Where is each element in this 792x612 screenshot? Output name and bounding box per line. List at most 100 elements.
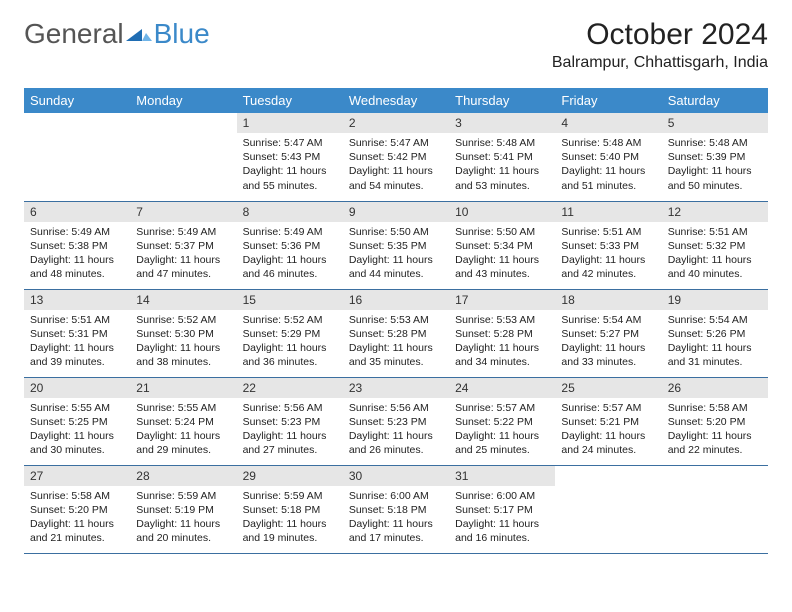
brand-logo: General Blue [24, 18, 210, 50]
weekday-header: Wednesday [343, 88, 449, 113]
sunset-line: Sunset: 5:38 PM [30, 239, 124, 253]
day-body: Sunrise: 5:56 AMSunset: 5:23 PMDaylight:… [237, 398, 343, 462]
day-number: 20 [24, 378, 130, 398]
sunrise-line: Sunrise: 5:53 AM [349, 313, 443, 327]
day-number: 23 [343, 378, 449, 398]
day-number: 25 [555, 378, 661, 398]
calendar-cell: 30Sunrise: 6:00 AMSunset: 5:18 PMDayligh… [343, 465, 449, 553]
day-number: 7 [130, 202, 236, 222]
calendar-cell: 29Sunrise: 5:59 AMSunset: 5:18 PMDayligh… [237, 465, 343, 553]
daylight-line: Daylight: 11 hours and 47 minutes. [136, 253, 230, 281]
sunset-line: Sunset: 5:21 PM [561, 415, 655, 429]
calendar-body: 1Sunrise: 5:47 AMSunset: 5:43 PMDaylight… [24, 113, 768, 553]
daylight-line: Daylight: 11 hours and 53 minutes. [455, 164, 549, 192]
calendar-cell: 9Sunrise: 5:50 AMSunset: 5:35 PMDaylight… [343, 201, 449, 289]
day-number: 30 [343, 466, 449, 486]
calendar-cell: 5Sunrise: 5:48 AMSunset: 5:39 PMDaylight… [662, 113, 768, 201]
calendar-cell: 1Sunrise: 5:47 AMSunset: 5:43 PMDaylight… [237, 113, 343, 201]
daylight-line: Daylight: 11 hours and 44 minutes. [349, 253, 443, 281]
calendar-head: SundayMondayTuesdayWednesdayThursdayFrid… [24, 88, 768, 113]
day-body: Sunrise: 5:57 AMSunset: 5:21 PMDaylight:… [555, 398, 661, 462]
sunrise-line: Sunrise: 5:47 AM [243, 136, 337, 150]
brand-mark-icon [126, 18, 152, 50]
sunset-line: Sunset: 5:18 PM [243, 503, 337, 517]
calendar-cell: 11Sunrise: 5:51 AMSunset: 5:33 PMDayligh… [555, 201, 661, 289]
weekday-header: Thursday [449, 88, 555, 113]
day-body: Sunrise: 5:59 AMSunset: 5:18 PMDaylight:… [237, 486, 343, 550]
sunset-line: Sunset: 5:34 PM [455, 239, 549, 253]
sunset-line: Sunset: 5:43 PM [243, 150, 337, 164]
sunset-line: Sunset: 5:20 PM [30, 503, 124, 517]
calendar-cell: 21Sunrise: 5:55 AMSunset: 5:24 PMDayligh… [130, 377, 236, 465]
day-body: Sunrise: 5:52 AMSunset: 5:30 PMDaylight:… [130, 310, 236, 374]
day-body: Sunrise: 5:51 AMSunset: 5:32 PMDaylight:… [662, 222, 768, 286]
title-block: October 2024 Balrampur, Chhattisgarh, In… [552, 18, 768, 72]
weekday-header: Saturday [662, 88, 768, 113]
daylight-line: Daylight: 11 hours and 22 minutes. [668, 429, 762, 457]
sunrise-line: Sunrise: 5:49 AM [30, 225, 124, 239]
day-number: 11 [555, 202, 661, 222]
day-body: Sunrise: 5:48 AMSunset: 5:39 PMDaylight:… [662, 133, 768, 197]
day-body: Sunrise: 5:48 AMSunset: 5:40 PMDaylight:… [555, 133, 661, 197]
sunset-line: Sunset: 5:26 PM [668, 327, 762, 341]
sunset-line: Sunset: 5:30 PM [136, 327, 230, 341]
sunrise-line: Sunrise: 5:58 AM [668, 401, 762, 415]
sunrise-line: Sunrise: 5:54 AM [668, 313, 762, 327]
day-body: Sunrise: 5:53 AMSunset: 5:28 PMDaylight:… [449, 310, 555, 374]
calendar-cell: 17Sunrise: 5:53 AMSunset: 5:28 PMDayligh… [449, 289, 555, 377]
sunrise-line: Sunrise: 5:55 AM [30, 401, 124, 415]
calendar-table: SundayMondayTuesdayWednesdayThursdayFrid… [24, 88, 768, 554]
daylight-line: Daylight: 11 hours and 38 minutes. [136, 341, 230, 369]
brand-general: General [24, 18, 124, 50]
day-number: 22 [237, 378, 343, 398]
calendar-cell: 13Sunrise: 5:51 AMSunset: 5:31 PMDayligh… [24, 289, 130, 377]
calendar-cell: 28Sunrise: 5:59 AMSunset: 5:19 PMDayligh… [130, 465, 236, 553]
day-body: Sunrise: 5:58 AMSunset: 5:20 PMDaylight:… [24, 486, 130, 550]
sunrise-line: Sunrise: 5:48 AM [455, 136, 549, 150]
day-body: Sunrise: 5:54 AMSunset: 5:26 PMDaylight:… [662, 310, 768, 374]
daylight-line: Daylight: 11 hours and 46 minutes. [243, 253, 337, 281]
day-number: 13 [24, 290, 130, 310]
calendar-cell: 14Sunrise: 5:52 AMSunset: 5:30 PMDayligh… [130, 289, 236, 377]
daylight-line: Daylight: 11 hours and 16 minutes. [455, 517, 549, 545]
day-body: Sunrise: 5:52 AMSunset: 5:29 PMDaylight:… [237, 310, 343, 374]
sunset-line: Sunset: 5:18 PM [349, 503, 443, 517]
weekday-header: Monday [130, 88, 236, 113]
daylight-line: Daylight: 11 hours and 42 minutes. [561, 253, 655, 281]
sunset-line: Sunset: 5:20 PM [668, 415, 762, 429]
day-number: 15 [237, 290, 343, 310]
daylight-line: Daylight: 11 hours and 17 minutes. [349, 517, 443, 545]
calendar-row: 20Sunrise: 5:55 AMSunset: 5:25 PMDayligh… [24, 377, 768, 465]
day-number: 12 [662, 202, 768, 222]
sunrise-line: Sunrise: 5:48 AM [668, 136, 762, 150]
sunset-line: Sunset: 5:28 PM [349, 327, 443, 341]
calendar-cell: 6Sunrise: 5:49 AMSunset: 5:38 PMDaylight… [24, 201, 130, 289]
daylight-line: Daylight: 11 hours and 34 minutes. [455, 341, 549, 369]
daylight-line: Daylight: 11 hours and 26 minutes. [349, 429, 443, 457]
day-body: Sunrise: 6:00 AMSunset: 5:18 PMDaylight:… [343, 486, 449, 550]
day-body: Sunrise: 5:49 AMSunset: 5:38 PMDaylight:… [24, 222, 130, 286]
calendar-cell [24, 113, 130, 201]
day-number: 14 [130, 290, 236, 310]
day-number: 29 [237, 466, 343, 486]
sunrise-line: Sunrise: 5:47 AM [349, 136, 443, 150]
sunrise-line: Sunrise: 5:52 AM [243, 313, 337, 327]
day-body: Sunrise: 5:59 AMSunset: 5:19 PMDaylight:… [130, 486, 236, 550]
daylight-line: Daylight: 11 hours and 40 minutes. [668, 253, 762, 281]
day-number: 19 [662, 290, 768, 310]
day-number: 17 [449, 290, 555, 310]
sunset-line: Sunset: 5:23 PM [349, 415, 443, 429]
daylight-line: Daylight: 11 hours and 35 minutes. [349, 341, 443, 369]
sunrise-line: Sunrise: 5:51 AM [668, 225, 762, 239]
day-body: Sunrise: 5:50 AMSunset: 5:34 PMDaylight:… [449, 222, 555, 286]
sunrise-line: Sunrise: 6:00 AM [349, 489, 443, 503]
calendar-cell: 8Sunrise: 5:49 AMSunset: 5:36 PMDaylight… [237, 201, 343, 289]
day-number: 18 [555, 290, 661, 310]
sunrise-line: Sunrise: 5:53 AM [455, 313, 549, 327]
day-number: 8 [237, 202, 343, 222]
day-body: Sunrise: 5:49 AMSunset: 5:36 PMDaylight:… [237, 222, 343, 286]
daylight-line: Daylight: 11 hours and 25 minutes. [455, 429, 549, 457]
day-number: 1 [237, 113, 343, 133]
calendar-row: 1Sunrise: 5:47 AMSunset: 5:43 PMDaylight… [24, 113, 768, 201]
day-number: 28 [130, 466, 236, 486]
